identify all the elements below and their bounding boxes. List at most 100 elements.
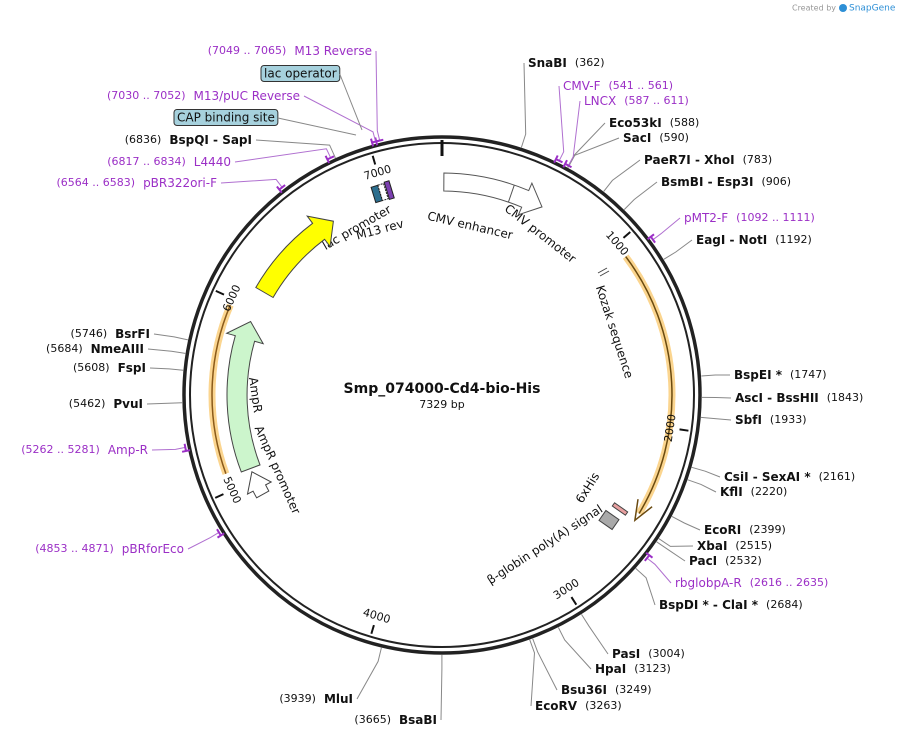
ruler-label: 4000: [361, 606, 392, 626]
enzyme-name: BsmBI - Esp3I: [661, 175, 753, 189]
enzyme-name: PasI: [612, 647, 640, 661]
enzyme-site: (3004): [648, 647, 685, 660]
primer-leader: [375, 50, 381, 141]
ruler-label: 1000: [603, 229, 631, 259]
enzyme-leader: [356, 647, 382, 700]
enzyme-name: PacI: [689, 554, 717, 568]
credit-prefix: Created by: [792, 4, 836, 13]
enzyme-name: SbfI: [735, 413, 762, 427]
primer-mark: [324, 155, 335, 164]
enzyme-name: NmeAIII: [91, 342, 144, 356]
primer-mark: [553, 155, 563, 164]
primer-range: (541 .. 561): [608, 79, 673, 92]
enzyme-site: (362): [575, 56, 605, 69]
primer-label: (7030 .. 7052) M13/pUC Reverse: [107, 89, 300, 103]
primer-mark: [646, 233, 656, 244]
enzyme-name: FspI: [118, 361, 146, 375]
enzyme-label: SbfI (1933): [735, 413, 807, 427]
enzyme-name: BspQI - SapI: [169, 133, 252, 147]
enzyme-label: EcoRI (2399): [704, 523, 786, 537]
enzyme-label: CsiI - SexAI * (2161): [724, 470, 855, 484]
enzyme-site: (2684): [766, 598, 803, 611]
enzyme-site: (5684): [46, 342, 83, 355]
credit-logo: [839, 4, 847, 12]
primer-mark: [562, 159, 572, 169]
enzyme-label: KflI (2220): [720, 485, 787, 499]
ruler-tick: [371, 155, 377, 165]
primer-name: rbglobpA-R: [675, 576, 742, 590]
feature-label: 6xHis: [573, 470, 603, 506]
enzyme-site: (1933): [770, 413, 807, 426]
enzyme-leader: [671, 515, 701, 531]
enzyme-label: PacI (2532): [689, 554, 762, 568]
primer-label: (4853 .. 4871) pBRforEco: [35, 542, 184, 556]
enzyme-label: PasI (3004): [612, 647, 685, 661]
boxed-feature-box: [173, 109, 279, 126]
ampr-arrow: [225, 320, 265, 473]
enzyme-name: SnaBI: [528, 56, 567, 70]
primer-leader: [558, 85, 565, 161]
ruler-tick: [622, 231, 631, 239]
ruler-tick: [215, 289, 225, 296]
primer-label: pMT2-F (1092 .. 1111): [684, 211, 815, 225]
primer-label: LNCX (587 .. 611): [584, 94, 689, 108]
primer-name: CMV-F: [563, 79, 601, 93]
enzyme-name: EcoRV: [535, 699, 578, 713]
boxed-feature-label: CAP binding site: [177, 111, 275, 125]
ruler-label: 6000: [220, 283, 244, 314]
primer-range: (4853 .. 4871): [35, 542, 114, 555]
primer-range: (6564 .. 6583): [57, 176, 136, 189]
primer-name: LNCX: [584, 94, 616, 108]
primer-leader: [567, 100, 581, 166]
feature-label: AmpR: [246, 376, 265, 413]
primer-mark: [644, 552, 654, 562]
enzyme-label: PaeR7I - XhoI (783): [644, 153, 772, 167]
primer-leader: [187, 531, 220, 550]
primer-leader: [234, 148, 332, 163]
ruler-label: 2000: [662, 413, 679, 443]
enzyme-site: (2161): [819, 470, 856, 483]
primer-leader: [303, 95, 377, 142]
enzyme-site: (5746): [71, 327, 108, 340]
lac-boxes: [370, 180, 395, 204]
primer-label: (6564 .. 6583) pBR322ori-F: [57, 176, 218, 190]
cmv-arrow: [443, 172, 543, 216]
enzyme-leader: [149, 367, 184, 371]
enzyme-leader: [147, 348, 186, 354]
primer-label: (5262 .. 5281) Amp-R: [21, 443, 148, 457]
enzyme-label: EagI - NotI (1192): [696, 233, 812, 247]
primer-label: (6817 .. 6834) L4440: [107, 155, 231, 169]
enzyme-label: (3665) BsaBI: [354, 713, 437, 727]
feature-label: AmpR promoter: [252, 423, 304, 516]
primer-range: (587 .. 611): [624, 94, 689, 107]
enzyme-site: (906): [761, 175, 791, 188]
enzyme-label: SacI (590): [623, 131, 689, 145]
enzyme-site: (3665): [354, 713, 391, 726]
orf-head: [633, 499, 653, 523]
enzyme-name: Bsu36I: [561, 683, 607, 697]
enzyme-site: (2532): [725, 554, 762, 567]
enzyme-site: (5462): [69, 397, 106, 410]
primer-leader: [151, 446, 186, 451]
enzyme-leader: [700, 416, 732, 421]
enzyme-leader: [255, 139, 336, 159]
primer-name: M13 Reverse: [294, 44, 372, 58]
enzyme-leader: [658, 538, 694, 547]
enzyme-name: EagI - NotI: [696, 233, 767, 247]
boxed-feature-box: [260, 65, 341, 82]
enzyme-leader: [623, 181, 658, 210]
enzyme-label: (3939) MluI: [279, 692, 353, 706]
enzyme-site: (2220): [751, 485, 788, 498]
kozak-mark: [597, 267, 610, 277]
primer-name: Amp-R: [108, 443, 148, 457]
enzyme-name: BsrFI: [115, 327, 150, 341]
backbone-outer: [182, 135, 702, 655]
enzyme-name: SacI: [623, 131, 651, 145]
enzyme-name: PaeR7I - XhoI: [644, 153, 735, 167]
enzyme-site: (3249): [615, 683, 652, 696]
primer-label: CMV-F (541 .. 561): [563, 79, 673, 93]
enzyme-site: (2515): [735, 539, 772, 552]
feature-label: CMV enhancer: [426, 209, 514, 242]
primer-range: (1092 .. 1111): [736, 211, 815, 224]
enzyme-leader: [701, 396, 732, 399]
